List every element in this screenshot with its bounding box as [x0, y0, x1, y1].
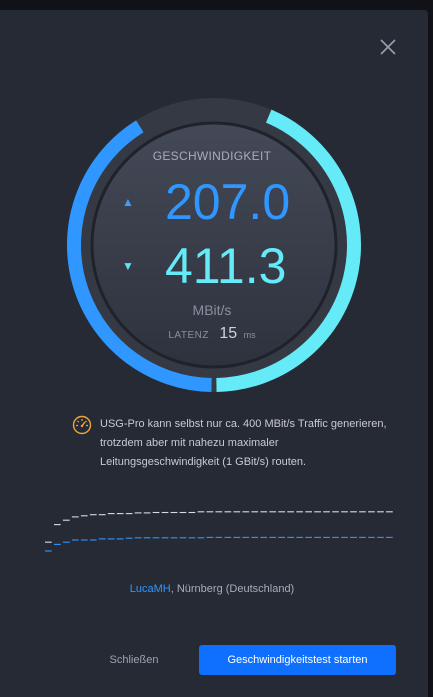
speed-history-chart [45, 511, 393, 552]
arrow-down-icon: ▼ [122, 259, 134, 273]
start-speedtest-button[interactable]: Geschwindigkeitstest starten [199, 645, 396, 675]
gauge-warning-icon [72, 415, 92, 435]
arrow-up-icon: ▲ [122, 195, 134, 209]
gauge-title: GESCHWINDIGKEIT [152, 149, 272, 163]
close-dialog-button[interactable] [374, 33, 402, 61]
backdrop [0, 0, 433, 10]
latency-value: 15 [219, 325, 238, 342]
download-row: ▼ 411.3 [110, 237, 330, 297]
server-location: , Nürnberg (Deutschland) [170, 583, 295, 595]
history-series-download [45, 511, 393, 543]
notice-text: USG-Pro kann selbst nur ca. 400 MBit/s T… [100, 418, 387, 468]
latency-readout: LATENZ 15 ms [0, 325, 424, 343]
speed-unit: MBit/s [192, 302, 232, 318]
close-button[interactable]: Schließen [109, 654, 159, 666]
close-icon [380, 39, 396, 55]
history-series-upload [45, 536, 393, 552]
latency-label: LATENZ [168, 330, 209, 341]
upload-speed: 207.0 [165, 174, 291, 230]
download-speed: 411.3 [165, 238, 287, 294]
test-server: LucaMH, Nürnberg (Deutschland) [0, 583, 424, 595]
server-user-link[interactable]: LucaMH [129, 583, 171, 595]
backdrop-edge [428, 0, 433, 697]
upload-row: ▲ 207.0 [110, 173, 330, 233]
latency-unit: ms [243, 330, 256, 340]
